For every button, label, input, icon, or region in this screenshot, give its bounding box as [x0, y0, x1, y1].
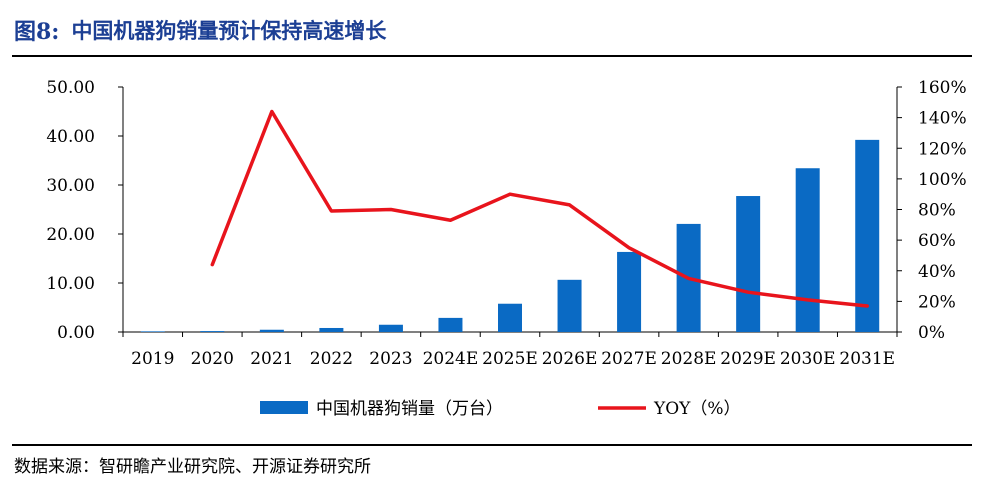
bar	[319, 327, 344, 332]
x-tick-label: 2020	[191, 349, 234, 369]
bottom-rule	[12, 444, 972, 446]
figure-label: 图8:	[14, 19, 60, 45]
y-right-tick-label: 120%	[918, 139, 967, 159]
x-tick-label: 2030E	[780, 349, 836, 369]
bar	[795, 168, 820, 332]
y-right-tick-label: 40%	[918, 262, 956, 282]
figure-header: 图8: 中国机器狗销量预计保持高速增长	[14, 14, 386, 46]
x-tick-label: 2025E	[482, 349, 538, 369]
legend-bar-swatch	[260, 401, 308, 414]
y-left-tick-label: 10.00	[46, 274, 95, 294]
legend-bar-label: 中国机器狗销量（万台）	[316, 399, 503, 419]
bar	[736, 196, 761, 332]
y-left-tick-label: 30.00	[46, 176, 95, 196]
y-right-tick-label: 80%	[918, 201, 956, 221]
x-tick-label: 2029E	[720, 349, 776, 369]
bar	[498, 303, 522, 332]
yoy-line	[210, 109, 869, 308]
y-right-tick-label: 160%	[918, 78, 967, 98]
bar	[378, 324, 403, 332]
y-right-tick-label: 140%	[918, 109, 967, 129]
y-right-tick-label: 100%	[918, 170, 967, 190]
bar	[140, 331, 165, 332]
yoy-point	[747, 291, 749, 293]
yoy-point	[211, 264, 213, 266]
figure-source: 数据来源：智研瞻产业研究院、开源证券研究所	[14, 457, 371, 477]
yoy-point	[449, 219, 451, 221]
yoy-point	[509, 193, 511, 195]
yoy-point	[271, 111, 273, 112]
y-left-tick-label: 40.00	[46, 127, 95, 147]
y-right-tick-label: 20%	[918, 292, 956, 312]
x-tick-label: 2023	[369, 349, 412, 369]
x-tick-label: 2021	[250, 349, 293, 369]
x-tick-label: 2022	[310, 349, 353, 369]
x-tick-label: 2024E	[423, 349, 479, 369]
y-left-tick-label: 20.00	[46, 225, 95, 245]
y-left-tick-label: 0.00	[57, 323, 95, 343]
yoy-point	[330, 210, 332, 212]
bar	[617, 251, 642, 332]
legend-line-label: YOY（%）	[653, 399, 741, 419]
yoy-point	[569, 204, 571, 206]
yoy-point	[866, 305, 868, 307]
figure-title: 中国机器狗销量预计保持高速增长	[71, 18, 387, 43]
yoy-point	[807, 299, 809, 301]
x-tick-label: 2031E	[839, 349, 895, 369]
yoy-point	[390, 209, 392, 210]
x-tick-label: 2019	[131, 349, 174, 369]
y-right-tick-label: 60%	[918, 231, 956, 251]
y-right-tick-label: 0%	[918, 323, 945, 343]
bar	[438, 317, 463, 332]
yoy-point	[688, 277, 690, 279]
x-tick-label: 2026E	[542, 349, 598, 369]
x-tick-label: 2027E	[601, 349, 657, 369]
yoy-point	[628, 247, 630, 249]
bar	[855, 139, 880, 332]
bar	[200, 331, 225, 332]
x-tick-label: 2028E	[661, 349, 717, 369]
bar	[557, 279, 582, 332]
top-rule	[12, 55, 972, 57]
y-left-tick-label: 50.00	[46, 78, 95, 98]
bar	[259, 329, 284, 332]
